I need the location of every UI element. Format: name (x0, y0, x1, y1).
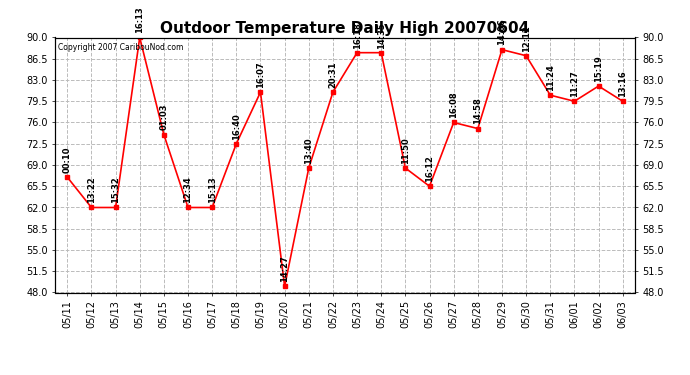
Text: 14:06: 14:06 (497, 19, 506, 45)
Text: 12:12: 12:12 (522, 25, 531, 51)
Text: 14:27: 14:27 (280, 255, 289, 282)
Text: 11:50: 11:50 (401, 137, 410, 164)
Text: 16:18: 16:18 (353, 22, 362, 48)
Text: 15:13: 15:13 (208, 177, 217, 203)
Text: 13:16: 13:16 (618, 70, 627, 97)
Text: 14:58: 14:58 (473, 98, 482, 124)
Text: 13:22: 13:22 (87, 177, 96, 203)
Text: 16:12: 16:12 (425, 155, 434, 182)
Text: 11:24: 11:24 (546, 64, 555, 91)
Text: 11:27: 11:27 (570, 70, 579, 97)
Text: 16:08: 16:08 (449, 92, 458, 118)
Text: Copyright 2007 CaribouNod.com: Copyright 2007 CaribouNod.com (58, 43, 184, 52)
Text: 20:31: 20:31 (328, 62, 337, 88)
Text: 13:40: 13:40 (304, 137, 313, 164)
Text: 15:32: 15:32 (111, 177, 120, 203)
Text: 16:40: 16:40 (232, 113, 241, 140)
Text: 12:34: 12:34 (184, 177, 193, 203)
Text: 00:10: 00:10 (63, 147, 72, 173)
Text: 01:03: 01:03 (159, 104, 168, 130)
Text: 14:35: 14:35 (377, 22, 386, 48)
Text: 16:07: 16:07 (256, 62, 265, 88)
Text: 16:13: 16:13 (135, 7, 144, 33)
Text: 15:19: 15:19 (594, 55, 603, 82)
Title: Outdoor Temperature Daily High 20070604: Outdoor Temperature Daily High 20070604 (160, 21, 530, 36)
